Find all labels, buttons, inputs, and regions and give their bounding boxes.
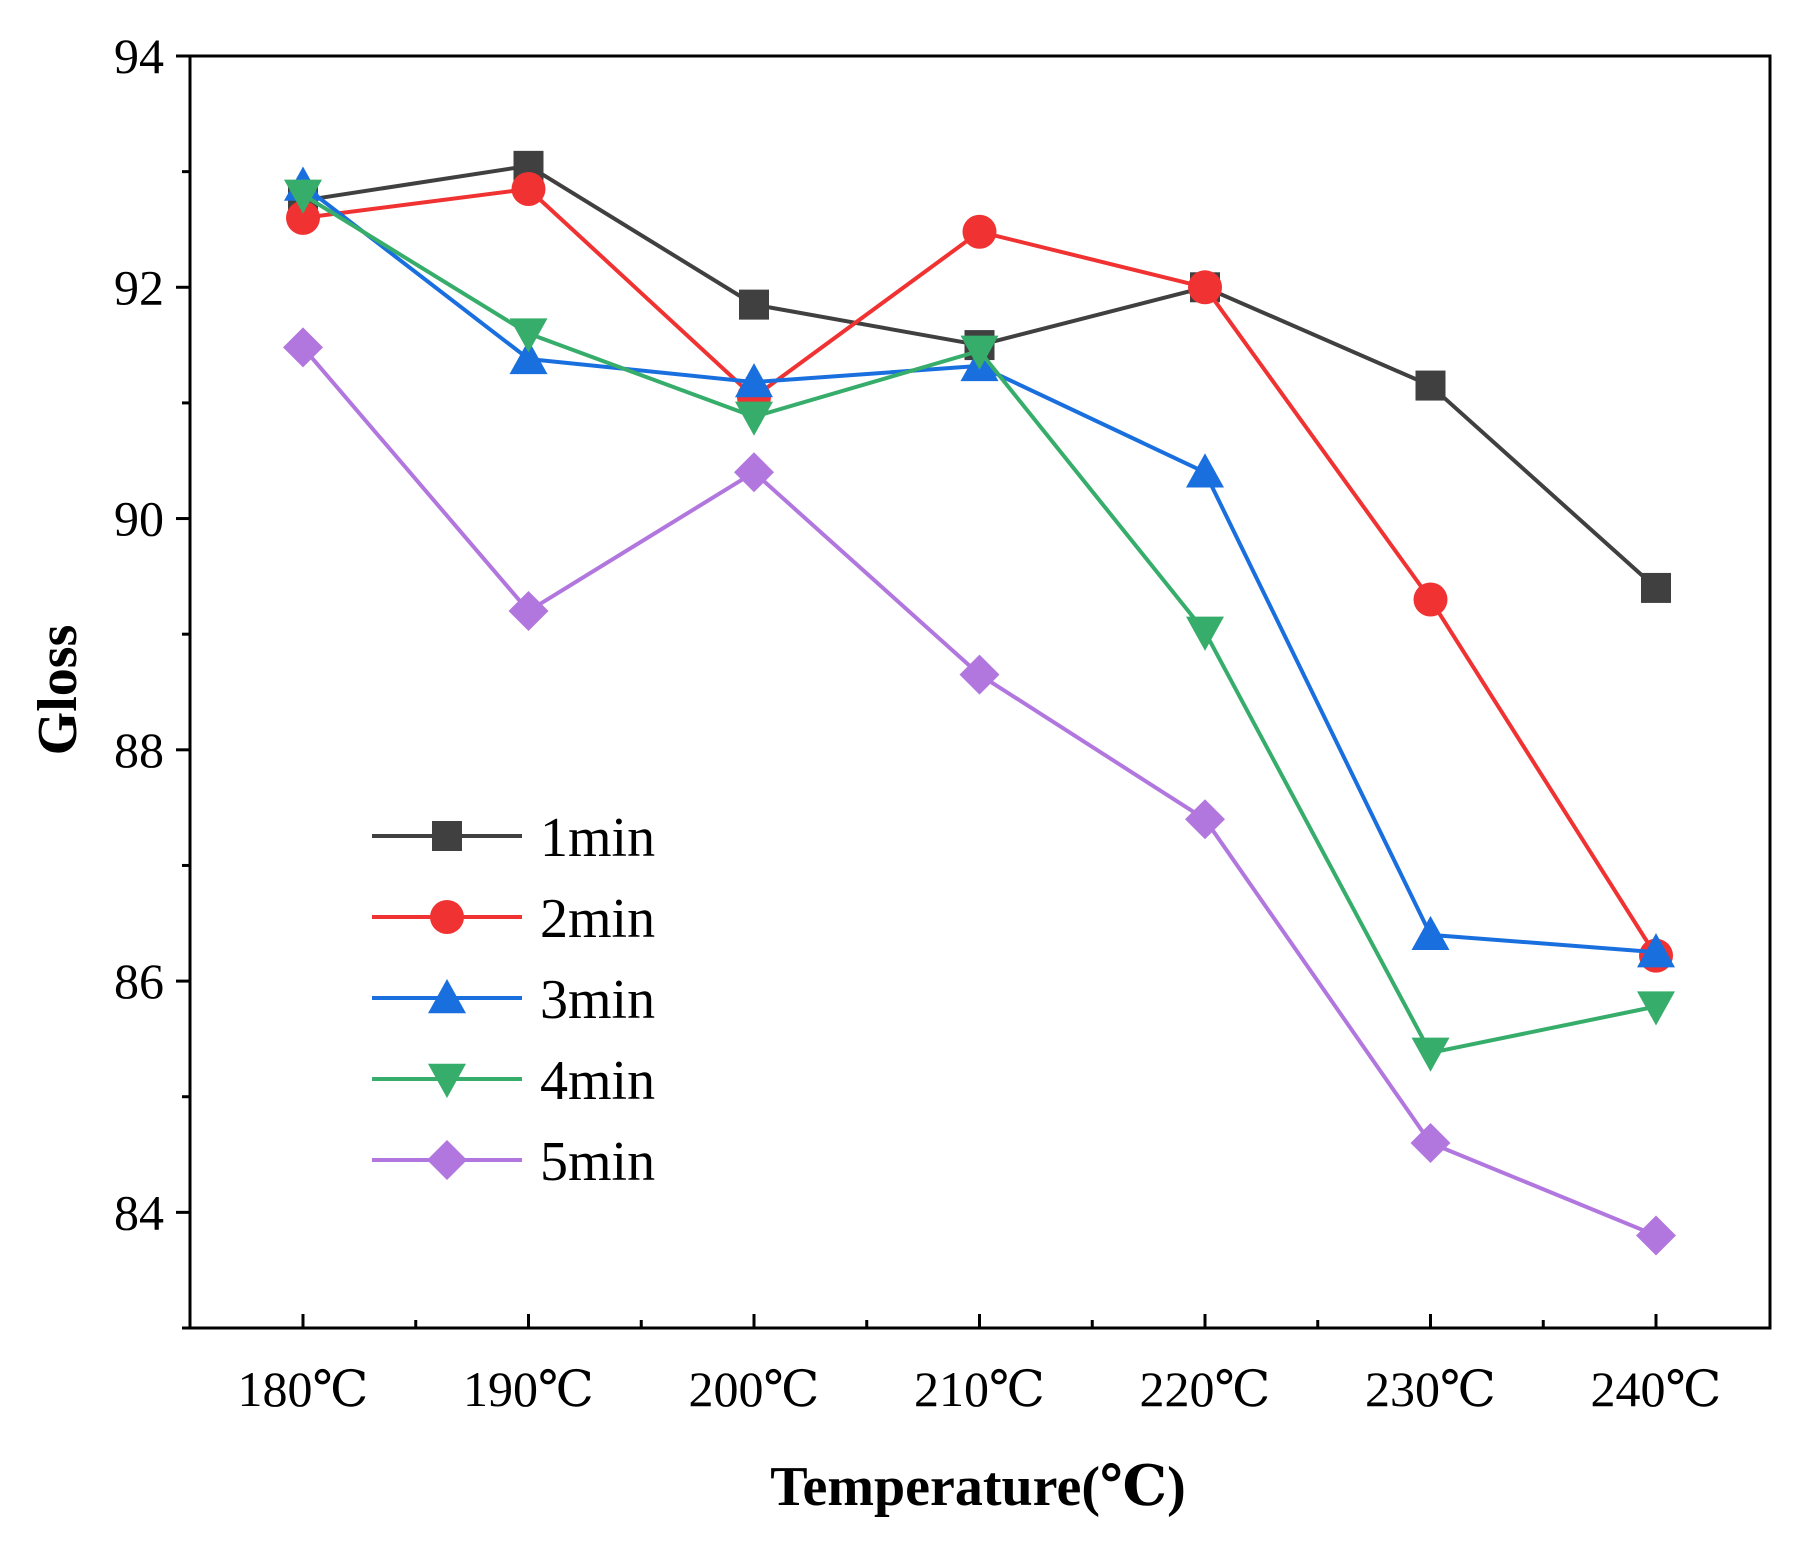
y-tick-label: 90 <box>114 491 164 547</box>
data-point <box>735 363 773 398</box>
legend-item: 5min <box>372 1131 655 1193</box>
data-point <box>284 179 322 214</box>
data-point <box>735 401 773 436</box>
x-tick-label: 240℃ <box>1591 1361 1722 1417</box>
legend-label: 4min <box>540 1050 655 1112</box>
data-point <box>1188 270 1222 305</box>
x-tick-label: 220℃ <box>1140 1361 1271 1417</box>
data-point <box>1411 915 1450 951</box>
data-point <box>509 318 548 353</box>
y-tick-label: 88 <box>114 722 164 778</box>
legend-label: 5min <box>540 1131 655 1193</box>
plot-area: 180℃ 190℃ 200℃ 210℃ 220℃ 230℃ 240℃ 84 86 88 90 92 94 <box>114 28 1772 1417</box>
series-4min <box>284 179 1675 1072</box>
data-point <box>1413 582 1448 617</box>
legend-marker <box>428 1063 466 1098</box>
series-line <box>302 186 1658 957</box>
y-tick-label: 94 <box>114 28 164 84</box>
legend-label: 1min <box>540 807 655 869</box>
data-point <box>960 335 999 370</box>
data-point <box>1185 799 1225 840</box>
data-point <box>1415 370 1446 401</box>
series-line <box>301 346 1657 1238</box>
legend-marker <box>432 821 462 851</box>
data-point <box>508 591 549 632</box>
legend-marker <box>427 1140 467 1180</box>
x-tick-label: 200℃ <box>689 1361 820 1417</box>
data-point <box>1186 453 1224 488</box>
data-point <box>1637 991 1675 1026</box>
data-point <box>509 339 548 375</box>
series-layer <box>283 150 1676 1256</box>
legend-item: 4min <box>372 1050 655 1112</box>
data-point <box>1641 572 1671 603</box>
data-point <box>734 452 774 493</box>
series-5min <box>283 327 1676 1256</box>
legend-item: 3min <box>372 969 655 1031</box>
legend-item: 1min <box>372 807 655 869</box>
data-point <box>1186 616 1224 651</box>
data-point <box>511 171 546 206</box>
legend-marker <box>428 979 466 1014</box>
data-point <box>1636 1215 1676 1256</box>
series-line <box>301 193 1657 1055</box>
data-point <box>1637 933 1675 968</box>
y-tick-label: 86 <box>114 953 164 1009</box>
data-point <box>286 200 320 235</box>
y-axis-title: Gloss <box>27 625 89 756</box>
x-axis-title: Temperature(℃) <box>770 1456 1185 1518</box>
x-tick-label: 180℃ <box>238 1361 369 1417</box>
data-point <box>739 289 769 320</box>
x-tick-label: 230℃ <box>1365 1361 1496 1417</box>
legend-label: 2min <box>540 888 655 950</box>
data-point <box>1410 1122 1451 1163</box>
y-tick-label: 84 <box>114 1184 164 1240</box>
x-tick-label: 190℃ <box>463 1361 594 1417</box>
data-point <box>962 214 997 249</box>
legend: 1min 2min 3min 4min 5min <box>372 807 655 1193</box>
data-point <box>1411 1037 1450 1072</box>
legend-marker <box>430 900 464 934</box>
legend-label: 3min <box>540 969 655 1031</box>
x-tick-label: 210℃ <box>914 1361 1045 1417</box>
data-point <box>283 327 323 368</box>
data-point <box>959 654 1000 695</box>
y-tick-label: 92 <box>114 259 164 315</box>
legend-item: 2min <box>372 888 655 950</box>
